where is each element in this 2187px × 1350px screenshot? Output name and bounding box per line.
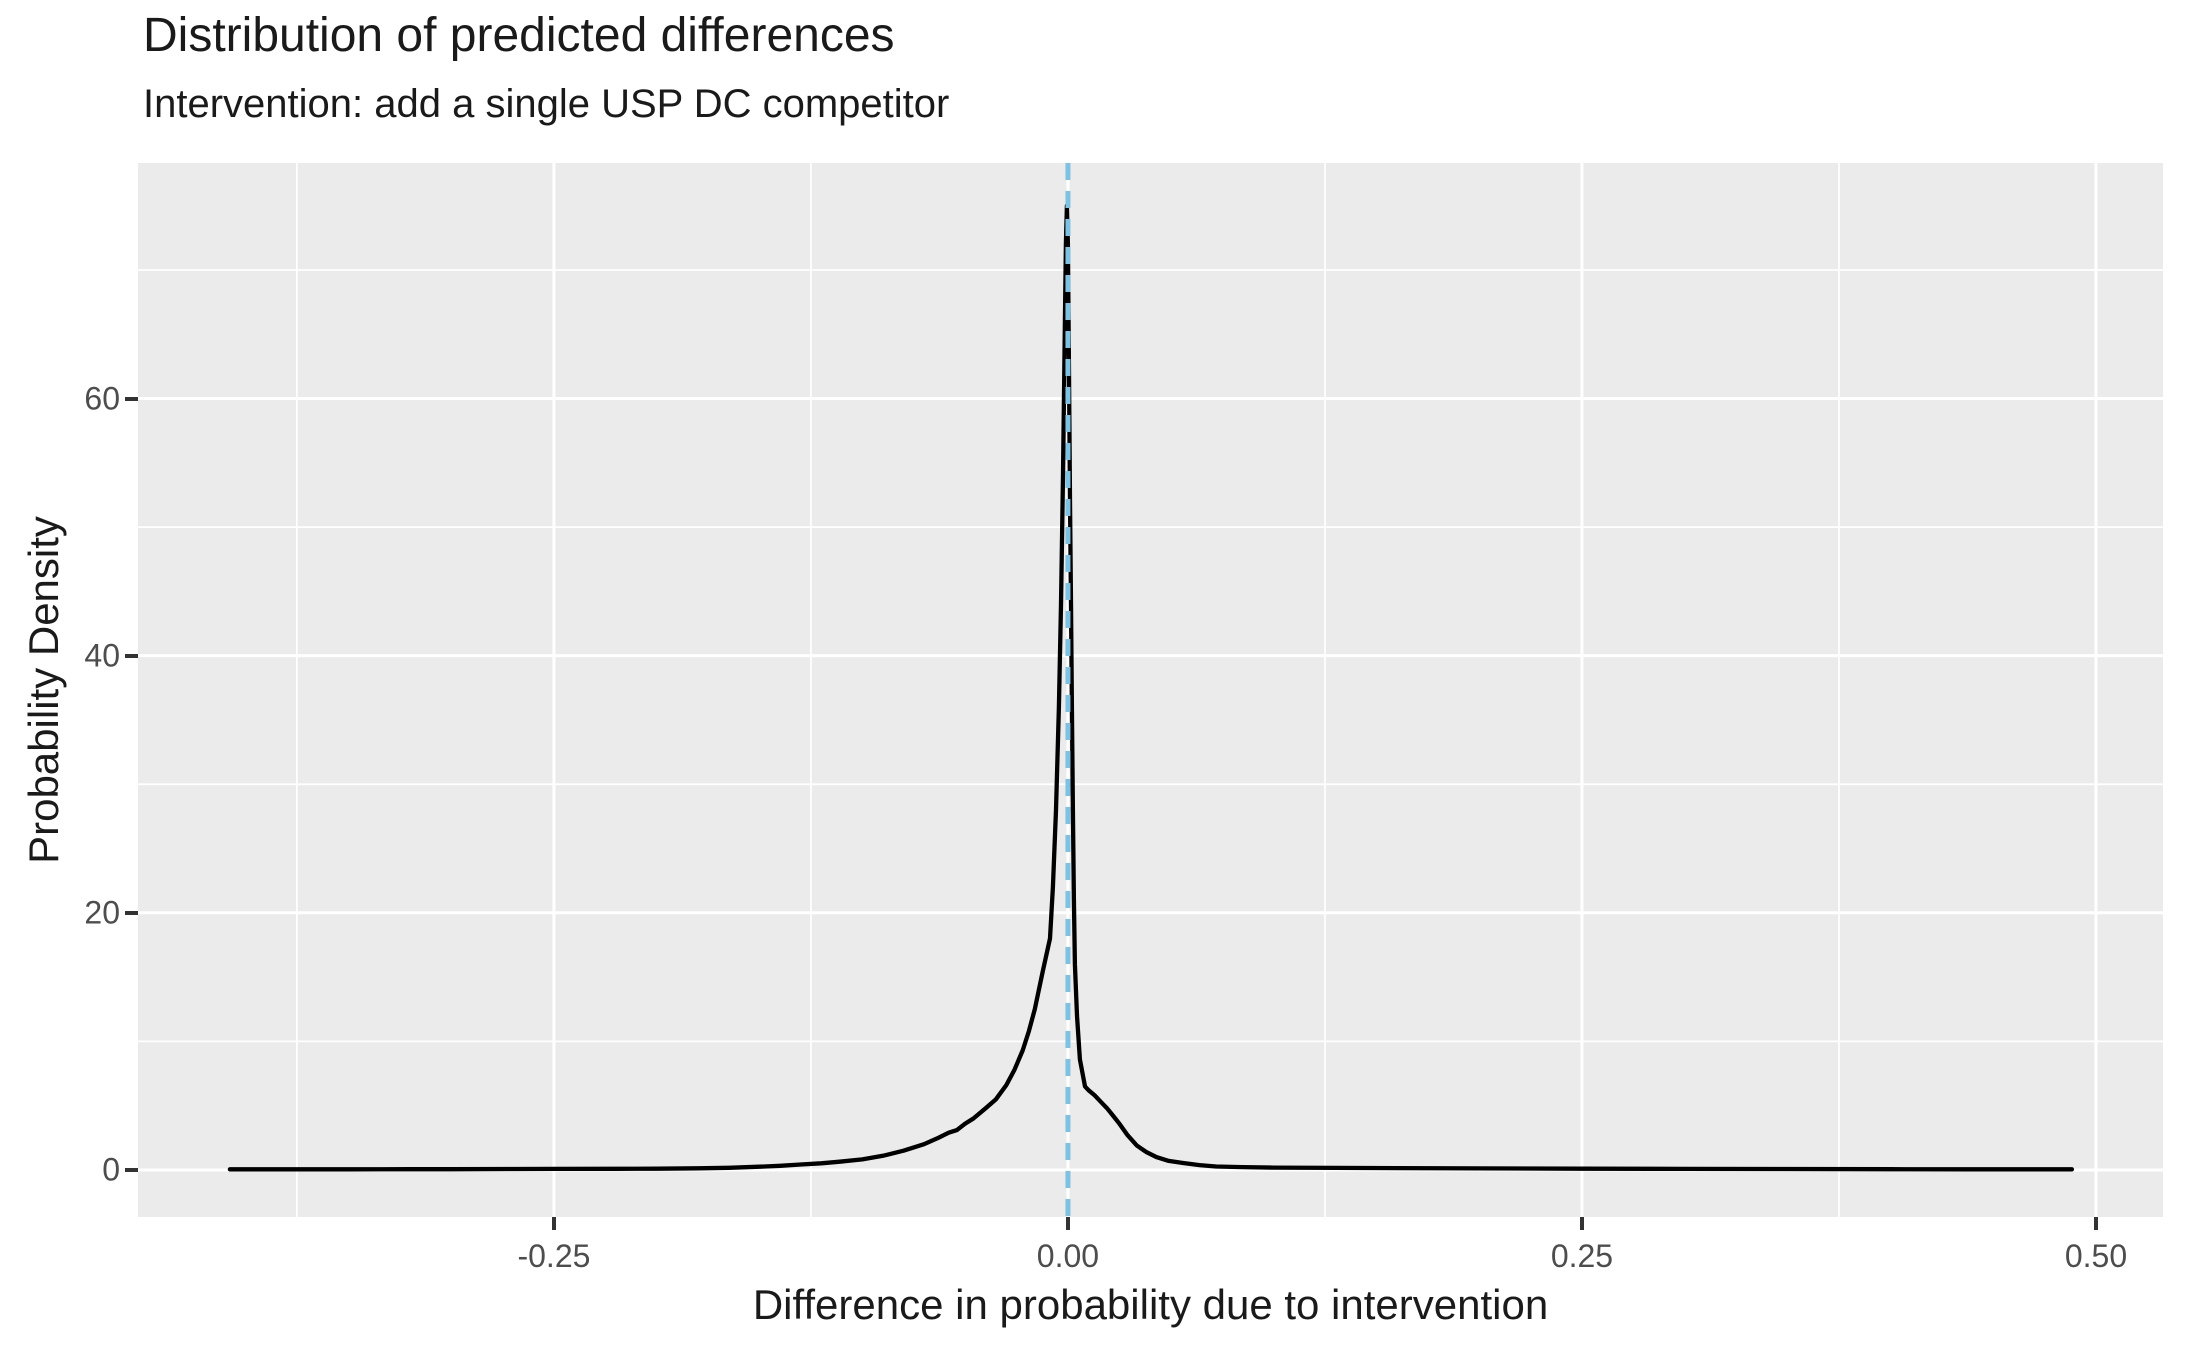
y-axis-title: Probability Density (20, 516, 67, 864)
x-tick-mark (551, 1217, 556, 1230)
density-curve (227, 203, 2075, 1172)
x-tick-label: 0.50 (2064, 1238, 2128, 1274)
plot-canvas (138, 163, 2163, 1217)
y-tick-label: 60 (84, 380, 120, 417)
plot-panel (138, 163, 2163, 1217)
y-tick-mark (125, 396, 138, 401)
y-tick-mark (125, 910, 138, 915)
y-tick-label: 20 (84, 894, 120, 931)
chart-title: Distribution of predicted differences (143, 9, 895, 62)
y-tick-mark (125, 1167, 138, 1172)
x-tick-mark (2093, 1217, 2098, 1230)
y-tick-mark (125, 653, 138, 658)
x-tick-label: -0.25 (517, 1238, 591, 1274)
x-axis-title: Difference in probability due to interve… (752, 1281, 1549, 1328)
chart-subtitle: Intervention: add a single USP DC compet… (143, 82, 950, 126)
y-tick-label: 0 (102, 1151, 120, 1188)
x-tick-label: 0.25 (1550, 1238, 1614, 1274)
x-tick-mark (1065, 1217, 1070, 1230)
y-tick-label: 40 (84, 637, 120, 674)
x-tick-label: 0.00 (1036, 1238, 1100, 1274)
x-tick-mark (1579, 1217, 1584, 1230)
